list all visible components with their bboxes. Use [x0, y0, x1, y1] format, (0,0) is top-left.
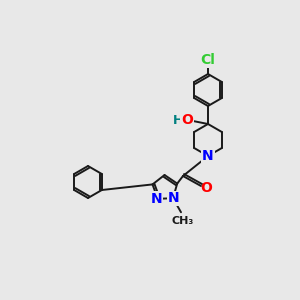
Text: N: N [168, 191, 180, 205]
Text: Cl: Cl [201, 53, 215, 67]
Text: O: O [200, 181, 212, 195]
Text: N: N [202, 149, 214, 163]
Text: CH₃: CH₃ [172, 216, 194, 226]
Text: H: H [173, 113, 183, 127]
Text: N: N [151, 192, 163, 206]
Text: O: O [181, 113, 193, 127]
